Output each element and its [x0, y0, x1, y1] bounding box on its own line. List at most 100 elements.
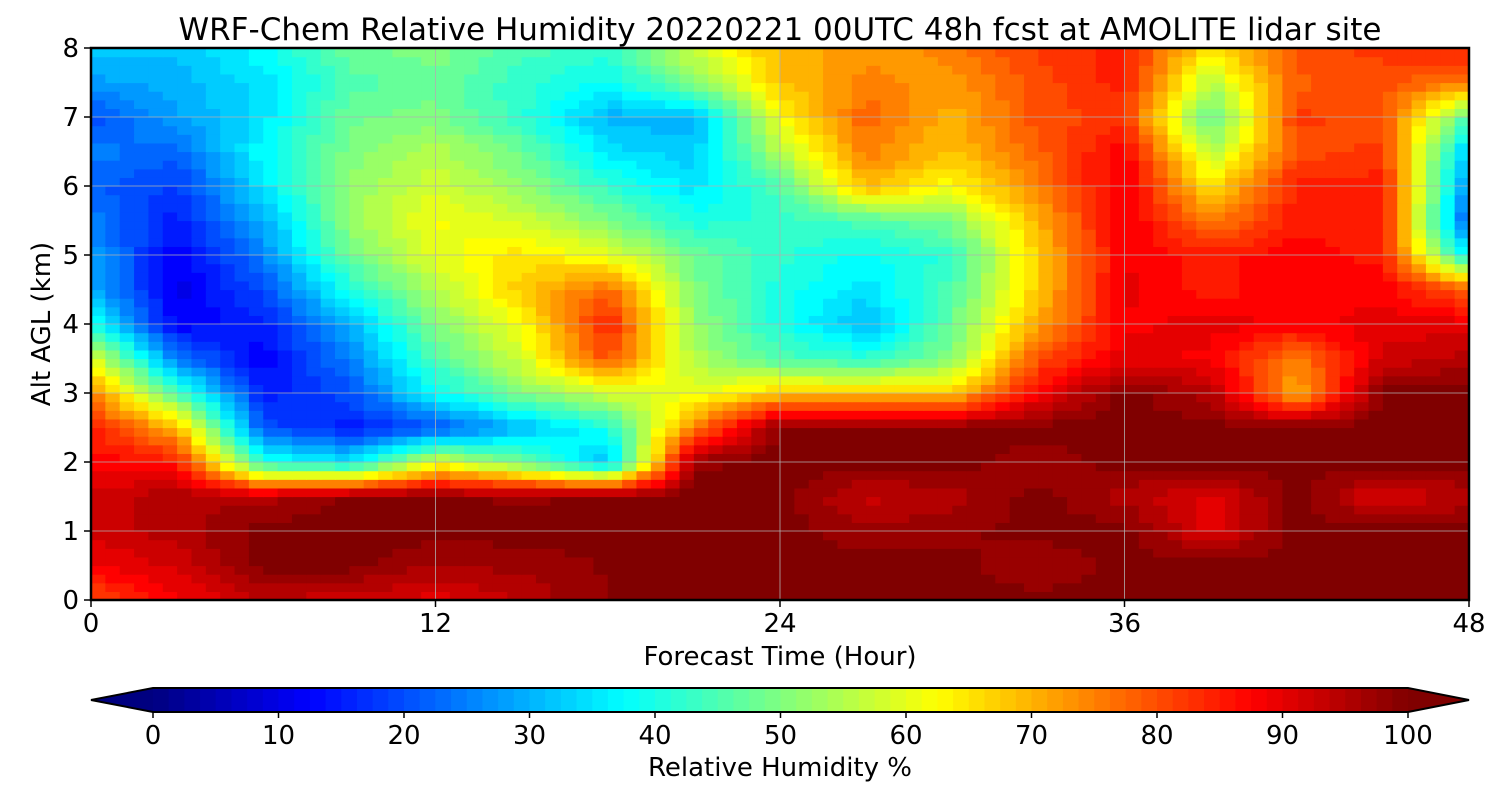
heatmap-cell: [1253, 280, 1269, 291]
heatmap-cell: [1038, 160, 1054, 170]
heatmap-cell: [1067, 453, 1083, 463]
heatmap-cell: [277, 427, 293, 437]
heatmap-cell: [105, 453, 121, 463]
heatmap-cell: [1081, 280, 1097, 291]
heatmap-cell: [1282, 289, 1298, 299]
heatmap-cell: [1454, 556, 1469, 567]
heatmap-cell: [435, 324, 451, 334]
heatmap-cell: [665, 410, 681, 420]
heatmap-cell: [1397, 375, 1413, 385]
heatmap-cell: [449, 470, 465, 480]
heatmap-cell: [1095, 548, 1111, 558]
heatmap-cell: [363, 427, 379, 437]
heatmap-cell: [1440, 462, 1456, 472]
heatmap-cell: [995, 211, 1011, 222]
heatmap-cell: [1210, 436, 1226, 446]
heatmap-cell: [765, 505, 781, 515]
heatmap-cell: [478, 194, 494, 204]
heatmap-cell: [808, 280, 824, 291]
heatmap-cell: [162, 229, 178, 239]
heatmap-cell: [866, 462, 882, 472]
heatmap-cell: [1024, 263, 1039, 273]
heatmap-cell: [521, 393, 537, 403]
heatmap-cell: [1282, 151, 1298, 161]
heatmap-cell: [1411, 453, 1427, 463]
heatmap-cell: [693, 194, 709, 204]
heatmap-cell: [1440, 393, 1456, 403]
heatmap-cell: [363, 315, 379, 325]
heatmap-cell: [535, 151, 551, 161]
heatmap-cell: [177, 186, 193, 196]
heatmap-cell: [650, 177, 666, 187]
heatmap-cell: [535, 462, 551, 472]
heatmap-cell: [1296, 427, 1312, 437]
heatmap-cell: [866, 367, 882, 377]
heatmap-cell: [363, 487, 379, 498]
heatmap-cell: [780, 246, 795, 256]
heatmap-cell: [205, 410, 221, 420]
heatmap-cell: [1138, 349, 1154, 360]
heatmap-cell: [1425, 487, 1441, 498]
heatmap-cell: [794, 384, 810, 394]
heatmap-cell: [435, 565, 451, 575]
heatmap-cell: [1411, 306, 1427, 316]
heatmap-cell: [808, 358, 824, 368]
heatmap-cell: [636, 289, 652, 299]
heatmap-cell: [995, 556, 1011, 567]
heatmap-cell: [421, 436, 437, 446]
heatmap-cell: [1411, 237, 1427, 247]
heatmap-cell: [349, 349, 365, 360]
heatmap-cell: [1067, 539, 1083, 549]
heatmap-cell: [349, 220, 365, 230]
heatmap-cell: [1052, 427, 1068, 437]
heatmap-cell: [693, 186, 709, 196]
heatmap-cell: [349, 556, 365, 567]
heatmap-cell: [1268, 177, 1283, 187]
heatmap-cell: [679, 453, 695, 463]
heatmap-cell: [1224, 418, 1240, 429]
heatmap-cell: [1425, 531, 1441, 541]
heatmap-cell: [923, 539, 939, 549]
heatmap-cell: [607, 306, 623, 316]
heatmap-cell: [320, 375, 336, 385]
heatmap-cell: [435, 574, 451, 584]
heatmap-cell: [780, 272, 795, 282]
heatmap-cell: [1382, 324, 1398, 334]
heatmap-cell: [1268, 151, 1283, 161]
heatmap-cell: [507, 582, 523, 592]
heatmap-cell: [909, 548, 925, 558]
heatmap-cell: [162, 505, 178, 515]
heatmap-cell: [464, 203, 480, 213]
heatmap-cell: [234, 160, 250, 170]
heatmap-cell: [521, 453, 537, 463]
heatmap-cell: [579, 349, 594, 360]
heatmap-cell: [665, 470, 681, 480]
heatmap-cell: [1325, 332, 1341, 342]
heatmap-cell: [1210, 160, 1226, 170]
heatmap-cell: [392, 436, 408, 446]
heatmap-cell: [1239, 513, 1255, 523]
heatmap-cell: [291, 177, 307, 187]
heatmap-cell: [277, 453, 293, 463]
heatmap-cell: [1009, 324, 1025, 334]
heatmap-cell: [320, 453, 336, 463]
heatmap-cell: [1368, 315, 1384, 325]
heatmap-cell: [851, 505, 867, 515]
heatmap-cell: [622, 470, 638, 480]
heatmap-cell: [1425, 332, 1441, 342]
heatmap-cell: [1296, 349, 1312, 360]
heatmap-cell: [1067, 280, 1083, 291]
heatmap-cell: [1368, 341, 1384, 351]
heatmap-cell: [1311, 272, 1327, 282]
heatmap-cell: [837, 315, 853, 325]
heatmap-cell: [593, 574, 609, 584]
heatmap-cell: [291, 306, 307, 316]
heatmap-cell: [995, 462, 1011, 472]
heatmap-cell: [421, 410, 437, 420]
heatmap-cell: [320, 539, 336, 549]
heatmap-cell: [937, 341, 953, 351]
heatmap-cell: [550, 487, 566, 498]
heatmap-cell: [248, 306, 264, 316]
heatmap-cell: [593, 582, 609, 592]
heatmap-cell: [937, 332, 953, 342]
